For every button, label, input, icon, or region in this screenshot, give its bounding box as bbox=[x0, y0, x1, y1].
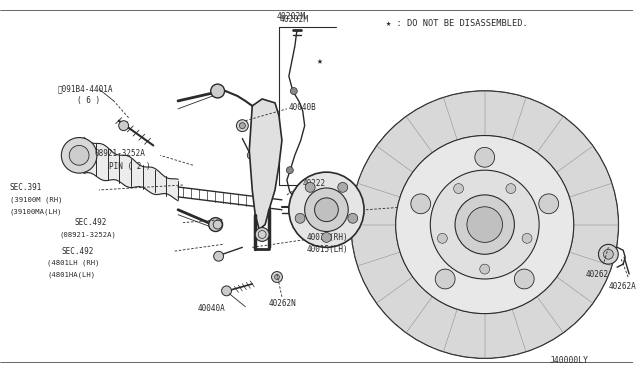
Circle shape bbox=[522, 233, 532, 243]
Circle shape bbox=[437, 233, 447, 243]
Circle shape bbox=[209, 218, 223, 231]
Circle shape bbox=[305, 182, 315, 192]
Text: 40040A: 40040A bbox=[198, 304, 225, 313]
Circle shape bbox=[271, 272, 282, 282]
Circle shape bbox=[255, 228, 269, 241]
Text: Ⓑ091B4-4401A: Ⓑ091B4-4401A bbox=[58, 84, 113, 93]
Circle shape bbox=[69, 145, 89, 165]
Circle shape bbox=[213, 220, 222, 229]
Circle shape bbox=[275, 275, 280, 279]
Text: 40262N: 40262N bbox=[269, 299, 297, 308]
Circle shape bbox=[467, 207, 502, 243]
Circle shape bbox=[315, 198, 339, 222]
Circle shape bbox=[454, 184, 463, 193]
Text: 40202M: 40202M bbox=[277, 12, 306, 21]
Circle shape bbox=[236, 120, 248, 132]
Circle shape bbox=[286, 167, 293, 174]
Text: (39100MA(LH): (39100MA(LH) bbox=[10, 208, 62, 215]
Circle shape bbox=[295, 214, 305, 223]
Text: ★: ★ bbox=[317, 57, 323, 66]
Text: 40262A: 40262A bbox=[609, 282, 636, 291]
Text: 40207: 40207 bbox=[506, 194, 530, 203]
Circle shape bbox=[539, 194, 559, 214]
Circle shape bbox=[506, 184, 516, 193]
Text: 40014(RH): 40014(RH) bbox=[307, 233, 348, 242]
Wedge shape bbox=[351, 91, 618, 358]
Text: 40015(LH): 40015(LH) bbox=[307, 245, 348, 254]
Text: 40040B: 40040B bbox=[289, 103, 317, 112]
Text: 40222: 40222 bbox=[303, 179, 326, 187]
Circle shape bbox=[604, 249, 613, 259]
Text: PIN ( 2 ): PIN ( 2 ) bbox=[109, 162, 150, 171]
Circle shape bbox=[396, 135, 573, 314]
Circle shape bbox=[598, 244, 618, 264]
Circle shape bbox=[515, 269, 534, 289]
Text: 40202M: 40202M bbox=[280, 15, 309, 24]
Text: ★ : DO NOT BE DISASSEMBLED.: ★ : DO NOT BE DISASSEMBLED. bbox=[386, 19, 527, 28]
Text: SEC.391: SEC.391 bbox=[10, 183, 42, 192]
Circle shape bbox=[348, 214, 358, 223]
Text: (4801LH (RH): (4801LH (RH) bbox=[47, 260, 100, 266]
Circle shape bbox=[239, 123, 245, 129]
Circle shape bbox=[291, 87, 297, 94]
Circle shape bbox=[475, 147, 495, 167]
Circle shape bbox=[247, 151, 255, 159]
Circle shape bbox=[214, 251, 223, 261]
Text: (4801HA(LH): (4801HA(LH) bbox=[47, 272, 95, 278]
Circle shape bbox=[351, 91, 618, 358]
Text: 40262: 40262 bbox=[586, 270, 609, 279]
Text: (39100M (RH): (39100M (RH) bbox=[10, 196, 62, 203]
Text: ( 6 ): ( 6 ) bbox=[77, 96, 100, 105]
Circle shape bbox=[430, 170, 539, 279]
Circle shape bbox=[118, 121, 129, 131]
Circle shape bbox=[321, 232, 332, 243]
Circle shape bbox=[411, 194, 431, 214]
Circle shape bbox=[305, 188, 348, 231]
Text: SEC.492: SEC.492 bbox=[74, 218, 107, 227]
Circle shape bbox=[338, 182, 348, 192]
Text: 08921-3252A: 08921-3252A bbox=[95, 149, 146, 158]
Circle shape bbox=[61, 138, 97, 173]
Text: SEC.492: SEC.492 bbox=[61, 247, 93, 256]
Text: J40000LY: J40000LY bbox=[549, 356, 588, 365]
Polygon shape bbox=[250, 99, 282, 230]
Circle shape bbox=[211, 84, 225, 98]
Text: (08921-3252A): (08921-3252A) bbox=[60, 231, 116, 238]
Circle shape bbox=[289, 172, 364, 247]
Circle shape bbox=[480, 264, 490, 274]
Circle shape bbox=[221, 286, 232, 296]
Circle shape bbox=[435, 269, 455, 289]
Circle shape bbox=[455, 195, 515, 254]
